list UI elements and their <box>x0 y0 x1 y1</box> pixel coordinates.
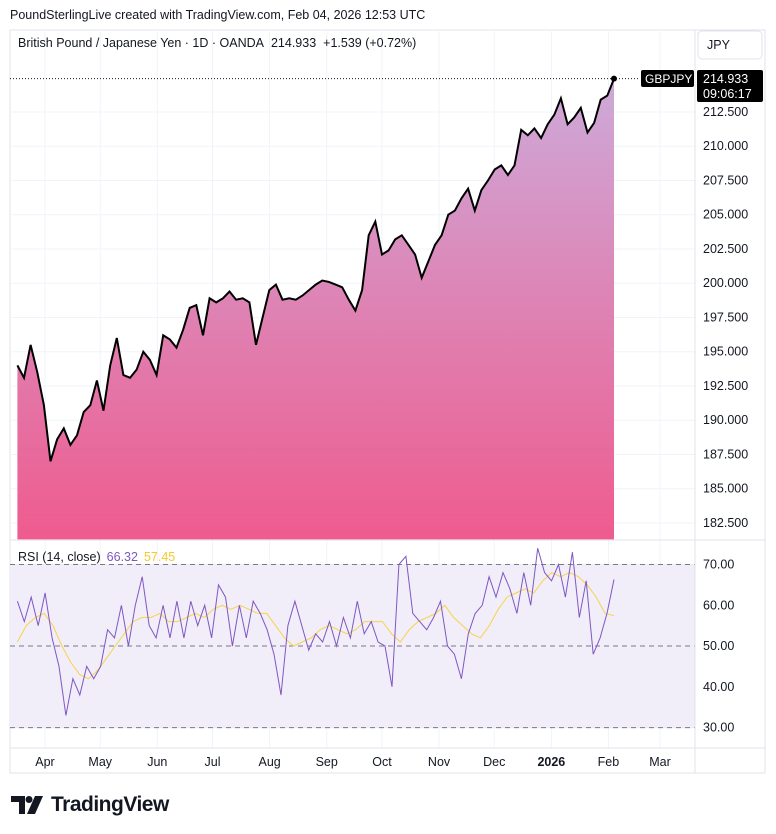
legend-last: 214.933 <box>271 36 316 50</box>
y-tick-label: 182.500 <box>703 516 748 530</box>
y-tick-label: 185.000 <box>703 482 748 496</box>
y-tick-label: 202.500 <box>703 242 748 256</box>
rsi-tick-label: 70.00 <box>703 557 734 571</box>
x-tick-label: Nov <box>428 755 451 769</box>
legend-title: British Pound / Japanese Yen · 1D · OAND… <box>18 36 265 50</box>
brand-name: TradingView <box>51 793 169 816</box>
legend-change: +1.539 (+0.72%) <box>323 36 416 50</box>
symbol-tag-label: GBPJPY <box>645 72 692 86</box>
y-tick-label: 212.500 <box>703 105 748 119</box>
chart-frame <box>9 29 766 774</box>
x-tick-label: Sep <box>316 755 338 769</box>
x-tick-label: Jul <box>205 755 221 769</box>
rsi-legend-ma: 57.45 <box>144 550 175 564</box>
last-price-dot <box>610 75 617 82</box>
rsi-tick-label: 40.00 <box>703 680 734 694</box>
price-tag-value: 214.933 <box>703 72 748 86</box>
x-tick-label: Dec <box>483 755 505 769</box>
rsi-tick-label: 50.00 <box>703 639 734 653</box>
tradingview-logo[interactable]: TradingView <box>11 793 169 817</box>
rsi-tick-label: 60.00 <box>703 598 734 612</box>
rsi-band-lines <box>10 563 695 729</box>
rsi-tick-label: 30.00 <box>703 721 734 735</box>
y-tick-label: 197.500 <box>703 310 748 324</box>
price-line <box>16 78 615 462</box>
time-axis[interactable]: Apr May Jun Jul Aug Sep Oct Nov Dec 2026 Feb Mar <box>35 755 671 769</box>
y-tick-label: 207.500 <box>703 173 748 187</box>
x-tick-label: Apr <box>35 755 54 769</box>
x-tick-label: Oct <box>372 755 392 769</box>
x-tick-label: 2026 <box>537 755 565 769</box>
x-tick-label: Feb <box>598 755 620 769</box>
x-tick-label: Aug <box>259 755 281 769</box>
y-tick-label: 192.500 <box>703 379 748 393</box>
y-tick-label: 200.000 <box>703 276 748 290</box>
price-tag-countdown: 09:06:17 <box>703 87 752 101</box>
y-tick-label: 205.000 <box>703 208 748 222</box>
x-tick-label: Mar <box>649 755 671 769</box>
rsi-axis[interactable]: 70.00 60.00 50.00 40.00 30.00 <box>703 557 734 734</box>
y-tick-label: 210.000 <box>703 139 748 153</box>
y-tick-label: 195.000 <box>703 345 748 359</box>
currency-label: JPY <box>707 38 731 52</box>
rsi-line <box>16 548 615 716</box>
rsi-legend-label: RSI (14, close) <box>18 550 101 564</box>
price-area <box>17 78 614 540</box>
attribution: PoundSterlingLive created with TradingVi… <box>10 8 426 22</box>
y-tick-label: 187.500 <box>703 447 748 461</box>
rsi-legend-value: 66.32 <box>107 550 138 564</box>
tradingview-logo-icon <box>11 796 43 814</box>
price-axis[interactable]: 212.500 210.000 207.500 205.000 202.500 200.0… <box>703 105 748 530</box>
symbol-tag <box>641 70 694 87</box>
price-tag <box>697 70 763 102</box>
currency-button[interactable]: JPY <box>697 30 763 60</box>
y-tick-label: 190.000 <box>703 413 748 427</box>
x-tick-label: Jun <box>147 755 167 769</box>
x-tick-label: May <box>88 755 112 769</box>
